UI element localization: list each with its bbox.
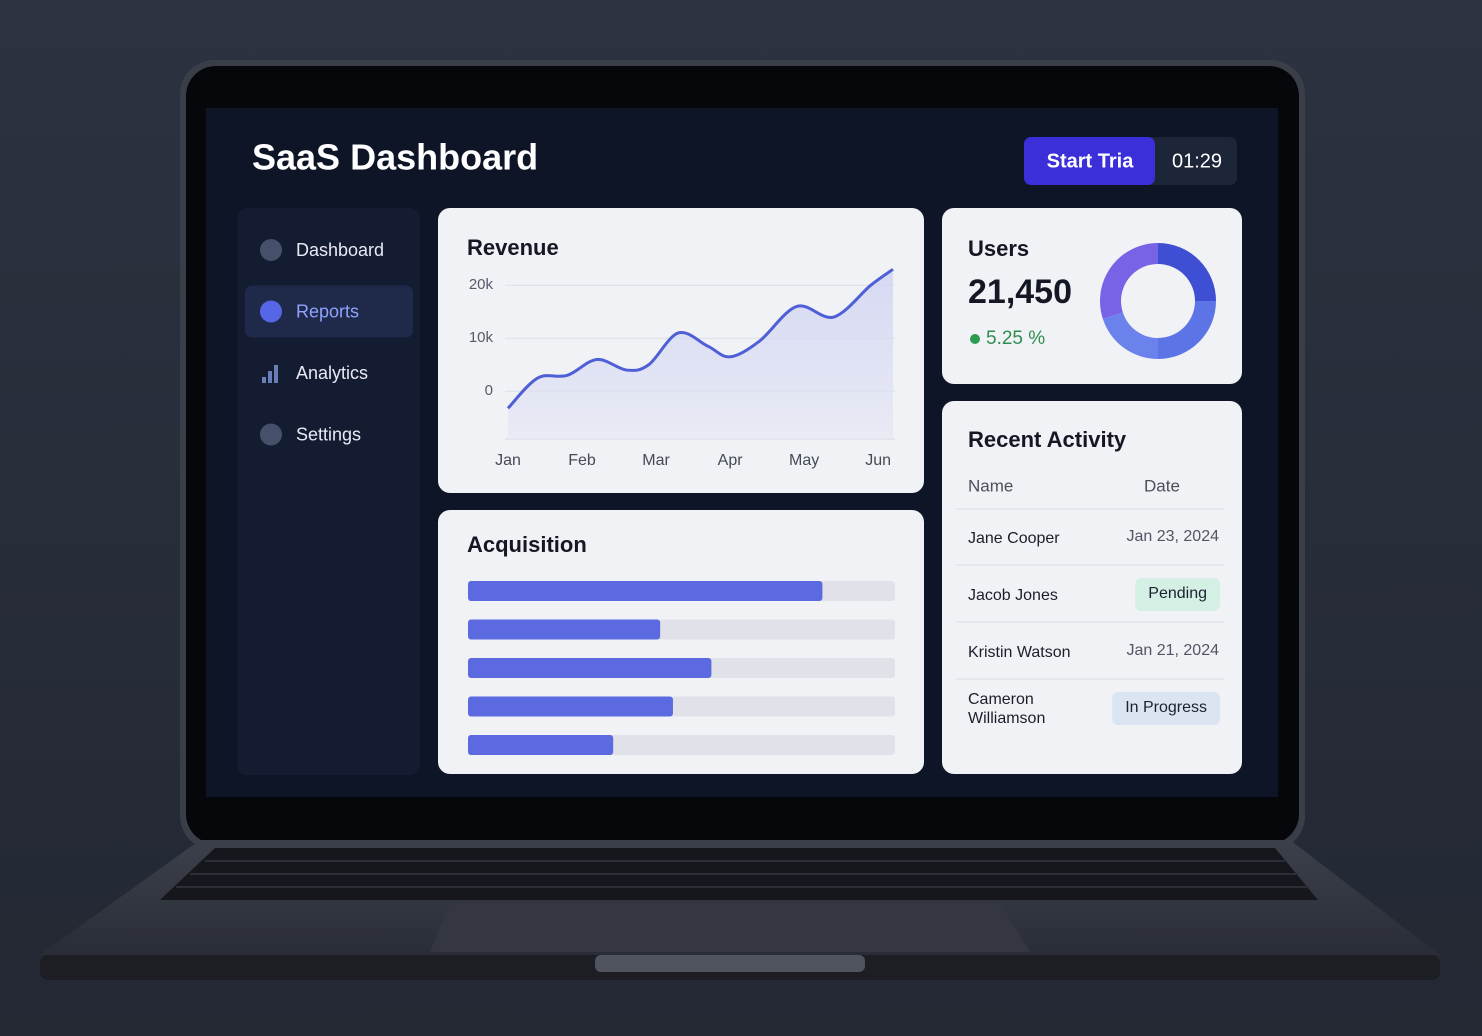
trackpad (430, 903, 1030, 952)
x-tick-label: Jun (865, 452, 891, 469)
status-badge-label: Pending (1148, 585, 1207, 602)
name-cell: Jane Cooper (968, 517, 1098, 559)
row-date: Jan 23, 2024 (1126, 528, 1219, 545)
name-wrap: Cameron Williamson (968, 688, 1098, 730)
nav-icon (274, 365, 278, 383)
column-header: Date (1144, 476, 1180, 495)
row-name: Kristin Watson (968, 643, 1071, 661)
x-tick-label: May (789, 452, 819, 469)
row-name: Jacob Jones (968, 586, 1058, 604)
timer: 01:29 (1172, 150, 1222, 172)
users-title: Users (968, 236, 1029, 261)
status-badge (1135, 578, 1220, 611)
status-badge (1112, 692, 1220, 725)
nav-item[interactable]: Reports (296, 301, 359, 321)
bar (468, 581, 823, 601)
name-wrap: Kristin Watson (968, 631, 1098, 673)
status-badge-label: In Progress (1125, 699, 1207, 716)
activity-title: Recent Activity (968, 427, 1127, 452)
y-tick-label: 0 (485, 382, 493, 399)
nav-item[interactable]: Settings (296, 424, 361, 444)
bar (468, 735, 614, 755)
donut-segment (1102, 312, 1158, 359)
line (506, 268, 894, 410)
nav-item[interactable]: Analytics (296, 363, 368, 383)
timer-box (1140, 137, 1237, 185)
column-header: Name (968, 476, 1013, 495)
chart-title: Acquisition (467, 532, 587, 557)
y-tick-label: 10k (469, 329, 494, 346)
x-tick-label: Feb (568, 452, 596, 469)
name-wrap: Jane Cooper (968, 517, 1098, 559)
sidebar-active (245, 285, 413, 338)
row-name: Jane Cooper (968, 529, 1060, 547)
bar (468, 696, 673, 717)
name-cell: Jacob Jones (968, 574, 1098, 616)
bar (468, 658, 712, 678)
start-trial-label: Start Tria (1047, 150, 1135, 172)
nav-icon (260, 239, 282, 261)
key-rows (176, 860, 1309, 888)
bar (468, 619, 661, 640)
change-dot (970, 334, 980, 344)
nav-icon (262, 377, 266, 383)
name-cell: Cameron Williamson (968, 688, 1098, 730)
name-cell: Kristin Watson (968, 631, 1098, 673)
activity-card (942, 401, 1242, 774)
name-wrap: Jacob Jones (968, 574, 1098, 616)
chart-title: Revenue (467, 235, 559, 260)
row-date: Jan 21, 2024 (1126, 642, 1219, 659)
nav-icon (260, 300, 282, 323)
start-trial-button[interactable] (1024, 137, 1155, 185)
row-name: Cameron Williamson (968, 691, 1046, 727)
x-tick-label: Apr (718, 452, 744, 469)
nav-icon (260, 423, 282, 446)
dashboard-title: SaaS Dashboard (252, 137, 538, 178)
x-tick-label: Jan (495, 452, 521, 469)
area (508, 269, 893, 439)
donut-segment (1158, 301, 1216, 359)
y-tick-label: 20k (469, 276, 494, 293)
x-tick-label: Mar (642, 452, 670, 469)
notch (595, 955, 865, 972)
donut-segment (1158, 243, 1216, 301)
sidebar (237, 208, 420, 775)
nav-icon (268, 371, 272, 383)
donut-segment (1100, 243, 1158, 319)
users-change: 5.25 % (986, 328, 1045, 349)
users-value: 21,450 (968, 273, 1072, 311)
nav-item[interactable]: Dashboard (296, 240, 384, 260)
